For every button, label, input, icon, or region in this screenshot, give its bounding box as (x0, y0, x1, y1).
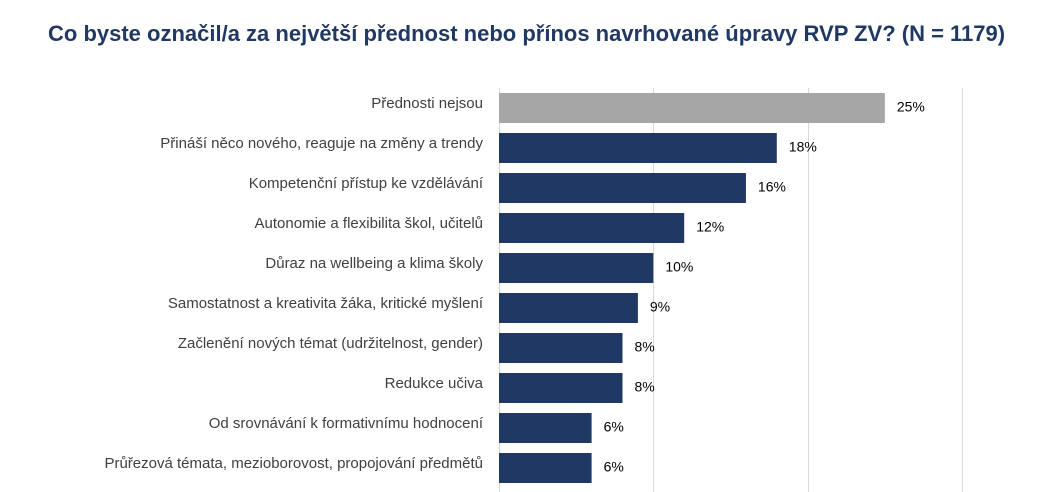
bar-5 (499, 253, 654, 283)
bar-10 (499, 453, 592, 483)
category-label: Od srovnávání k formativnímu hodnocení (209, 415, 484, 432)
value-label: 18% (789, 139, 817, 155)
bar-9 (499, 413, 592, 443)
bar-1 (499, 93, 885, 123)
value-label: 6% (604, 419, 624, 435)
value-label: 16% (758, 179, 786, 195)
bar-4 (499, 213, 685, 243)
bar-7 (499, 333, 623, 363)
value-label: 10% (665, 259, 693, 275)
category-label: Samostatnost a kreativita žáka, kritické… (168, 295, 484, 312)
value-label: 6% (604, 459, 624, 475)
bar-2 (499, 133, 777, 163)
bar-3 (499, 173, 746, 203)
category-label: Přednosti nejsou (371, 95, 483, 112)
bar-8 (499, 373, 623, 403)
category-label: Přináší něco nového, reaguje na změny a … (160, 135, 483, 152)
category-label: Autonomie a flexibilita škol, učitelů (255, 215, 483, 232)
bar-6 (499, 293, 638, 323)
value-label: 12% (696, 219, 724, 235)
labels: Přednosti nejsou 25% Přináší něco nového, … (104, 95, 924, 475)
bars (499, 93, 885, 483)
category-label: Důraz na wellbeing a klima školy (265, 255, 483, 272)
category-label: Průřezová témata, mezioborovost, propojo… (104, 455, 483, 472)
category-label: Začlenění nových témat (udržitelnost, ge… (178, 335, 483, 352)
chart-title: Co byste označil/a za největší přednost … (48, 21, 1006, 46)
category-label: Kompetenční přístup ke vzdělávání (249, 175, 484, 192)
value-label: 25% (897, 99, 925, 115)
value-label: 8% (634, 339, 654, 355)
value-label: 8% (634, 379, 654, 395)
category-label: Redukce učiva (385, 375, 484, 392)
value-label: 9% (650, 299, 670, 315)
